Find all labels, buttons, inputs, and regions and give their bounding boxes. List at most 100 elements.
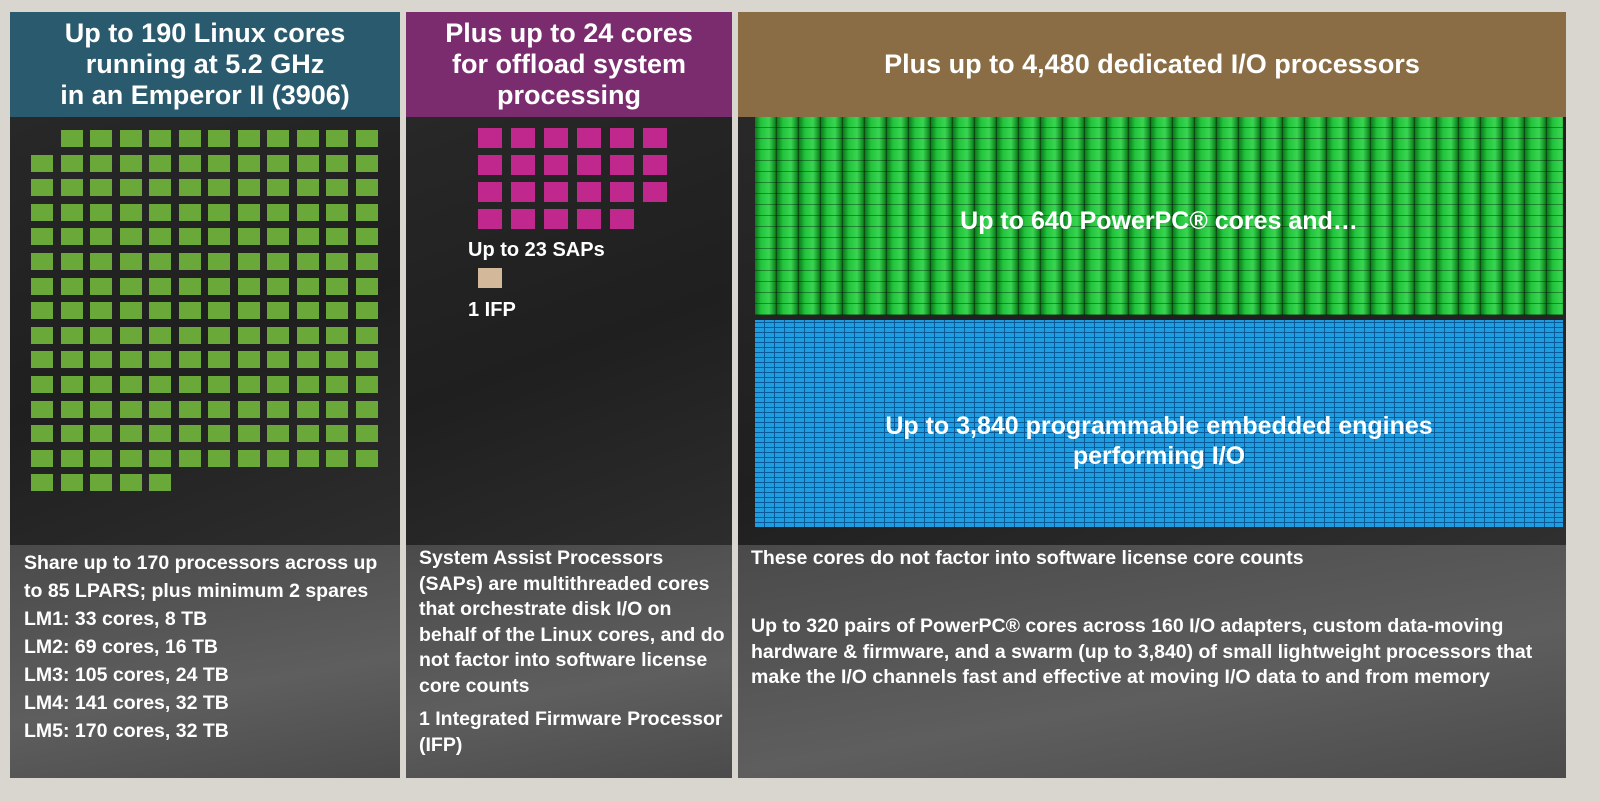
linux-core [90, 130, 112, 147]
linux-core [31, 228, 53, 245]
offload-panel: Plus up to 24 cores for offload system p… [406, 12, 732, 778]
linux-core [356, 130, 378, 147]
linux-core [179, 204, 201, 221]
linux-core [120, 179, 142, 196]
sap-core [478, 182, 502, 202]
linux-core [208, 228, 230, 245]
linux-core [179, 155, 201, 172]
linux-core [326, 302, 348, 319]
linux-core [61, 376, 83, 393]
linux-core [31, 253, 53, 270]
header-line: Up to 190 Linux cores [65, 18, 346, 49]
linux-core [90, 179, 112, 196]
linux-core [149, 253, 171, 270]
body-text: LM3: 105 cores, 24 TB [24, 661, 394, 689]
linux-core [61, 302, 83, 319]
linux-core [31, 474, 53, 491]
linux-core [149, 401, 171, 418]
linux-core [61, 450, 83, 467]
linux-core [149, 425, 171, 442]
linux-core [149, 327, 171, 344]
linux-core [120, 376, 142, 393]
linux-core [326, 228, 348, 245]
sap-core [511, 128, 535, 148]
body-text: LM1: 33 cores, 8 TB [24, 605, 394, 633]
linux-core [208, 179, 230, 196]
linux-core [356, 425, 378, 442]
linux-core [356, 327, 378, 344]
linux-core [356, 450, 378, 467]
linux-core [90, 253, 112, 270]
body-text: 1 Integrated Firmware Processor (IFP) [419, 707, 729, 758]
body-text: LM5: 170 cores, 32 TB [24, 717, 394, 745]
linux-core [356, 228, 378, 245]
linux-core [208, 155, 230, 172]
linux-core [267, 179, 289, 196]
ifp-label: 1 IFP [468, 298, 516, 324]
linux-core [267, 327, 289, 344]
linux-core [297, 253, 319, 270]
linux-core [31, 425, 53, 442]
body-text: Share up to 170 processors across up to … [24, 549, 394, 605]
linux-core [90, 278, 112, 295]
linux-core [120, 327, 142, 344]
sap-core [577, 128, 601, 148]
panel-body: Share up to 170 processors across up to … [24, 549, 394, 745]
linux-core [297, 130, 319, 147]
linux-core [61, 204, 83, 221]
linux-core [267, 351, 289, 368]
linux-core [297, 327, 319, 344]
linux-core [90, 228, 112, 245]
header-line: Plus up to 4,480 dedicated I/O processor… [884, 49, 1420, 80]
linux-core [297, 204, 319, 221]
linux-core [238, 155, 260, 172]
linux-core [61, 327, 83, 344]
linux-core [297, 450, 319, 467]
linux-core [149, 228, 171, 245]
linux-panel: Up to 190 Linux cores running at 5.2 GHz… [10, 12, 400, 778]
linux-core [90, 204, 112, 221]
linux-core [297, 228, 319, 245]
linux-core [149, 130, 171, 147]
body-text: System Assist Processors (SAPs) are mult… [419, 546, 729, 699]
linux-core [120, 278, 142, 295]
linux-core [267, 155, 289, 172]
sap-core [577, 155, 601, 175]
linux-core [120, 401, 142, 418]
linux-core [90, 425, 112, 442]
linux-core [267, 130, 289, 147]
linux-core [238, 425, 260, 442]
linux-core [179, 401, 201, 418]
sap-core [643, 182, 667, 202]
linux-core [267, 278, 289, 295]
linux-core [326, 278, 348, 295]
linux-core [326, 327, 348, 344]
linux-core [297, 278, 319, 295]
sap-core [478, 128, 502, 148]
linux-core [149, 204, 171, 221]
linux-core [297, 376, 319, 393]
linux-core [238, 228, 260, 245]
linux-core [179, 351, 201, 368]
engines-label: Up to 3,840 programmable embedded engine… [755, 411, 1563, 471]
sap-core [577, 209, 601, 229]
panel-header: Plus up to 4,480 dedicated I/O processor… [738, 12, 1566, 117]
linux-core [120, 351, 142, 368]
header-line: Plus up to 24 cores [445, 18, 693, 49]
linux-core [326, 253, 348, 270]
linux-core [31, 351, 53, 368]
linux-core [61, 130, 83, 147]
linux-core [238, 376, 260, 393]
linux-core [326, 204, 348, 221]
linux-core [31, 179, 53, 196]
linux-core [179, 278, 201, 295]
linux-core [61, 425, 83, 442]
panel-header: Plus up to 24 cores for offload system p… [406, 12, 732, 117]
linux-core [149, 179, 171, 196]
panel-header: Up to 190 Linux cores running at 5.2 GHz… [10, 12, 400, 117]
slide: Up to 190 Linux cores running at 5.2 GHz… [0, 0, 1600, 801]
header-line: running at 5.2 GHz [86, 49, 325, 80]
linux-core [238, 253, 260, 270]
linux-core [90, 474, 112, 491]
linux-core [31, 376, 53, 393]
